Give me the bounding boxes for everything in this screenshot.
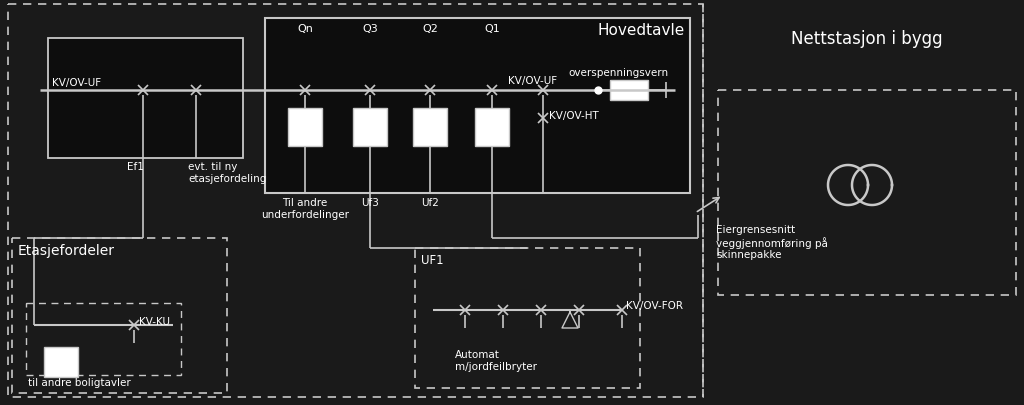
Text: KV/OV-FOR: KV/OV-FOR [626, 301, 683, 311]
Text: Uf3: Uf3 [361, 198, 379, 208]
Bar [26, 303, 181, 375]
Text: Uf2: Uf2 [421, 198, 439, 208]
Text: KV/OV-UF: KV/OV-UF [52, 78, 101, 88]
Text: KV/OV-HT: KV/OV-HT [549, 111, 599, 121]
Text: Automat
m/jordfeilbryter: Automat m/jordfeilbryter [455, 350, 537, 372]
Bar [265, 18, 690, 193]
Bar [353, 108, 387, 146]
Text: Eiergrensesnitt
veggjennomføring på
skinnepakke: Eiergrensesnitt veggjennomføring på skin… [716, 225, 827, 260]
Text: til andre boligtavler: til andre boligtavler [28, 378, 131, 388]
Bar [288, 108, 322, 146]
Text: Q3: Q3 [362, 24, 378, 34]
Text: Q1: Q1 [484, 24, 500, 34]
Bar [12, 238, 227, 393]
Text: Hovedtavle: Hovedtavle [598, 23, 685, 38]
Bar [48, 38, 243, 158]
Bar [610, 80, 648, 100]
Text: Etasjefordeler: Etasjefordeler [18, 244, 115, 258]
Bar [718, 90, 1016, 295]
Text: Nettstasjon i bygg: Nettstasjon i bygg [792, 30, 943, 48]
Bar [8, 4, 703, 397]
Text: Q2: Q2 [422, 24, 438, 34]
Text: UF1: UF1 [421, 254, 443, 267]
Text: evt. til ny
etasjefordeling: evt. til ny etasjefordeling [188, 162, 266, 183]
Bar [413, 108, 447, 146]
Text: Til andre
underfordelinger: Til andre underfordelinger [261, 198, 349, 220]
Bar [475, 108, 509, 146]
Text: KV-KU: KV-KU [139, 317, 170, 327]
Text: Qn: Qn [297, 24, 313, 34]
Text: KV/OV-UF: KV/OV-UF [508, 76, 557, 86]
Bar [44, 347, 78, 377]
Text: Ef1: Ef1 [127, 162, 143, 172]
Text: overspenningsvern: overspenningsvern [568, 68, 668, 78]
Bar [415, 248, 640, 388]
